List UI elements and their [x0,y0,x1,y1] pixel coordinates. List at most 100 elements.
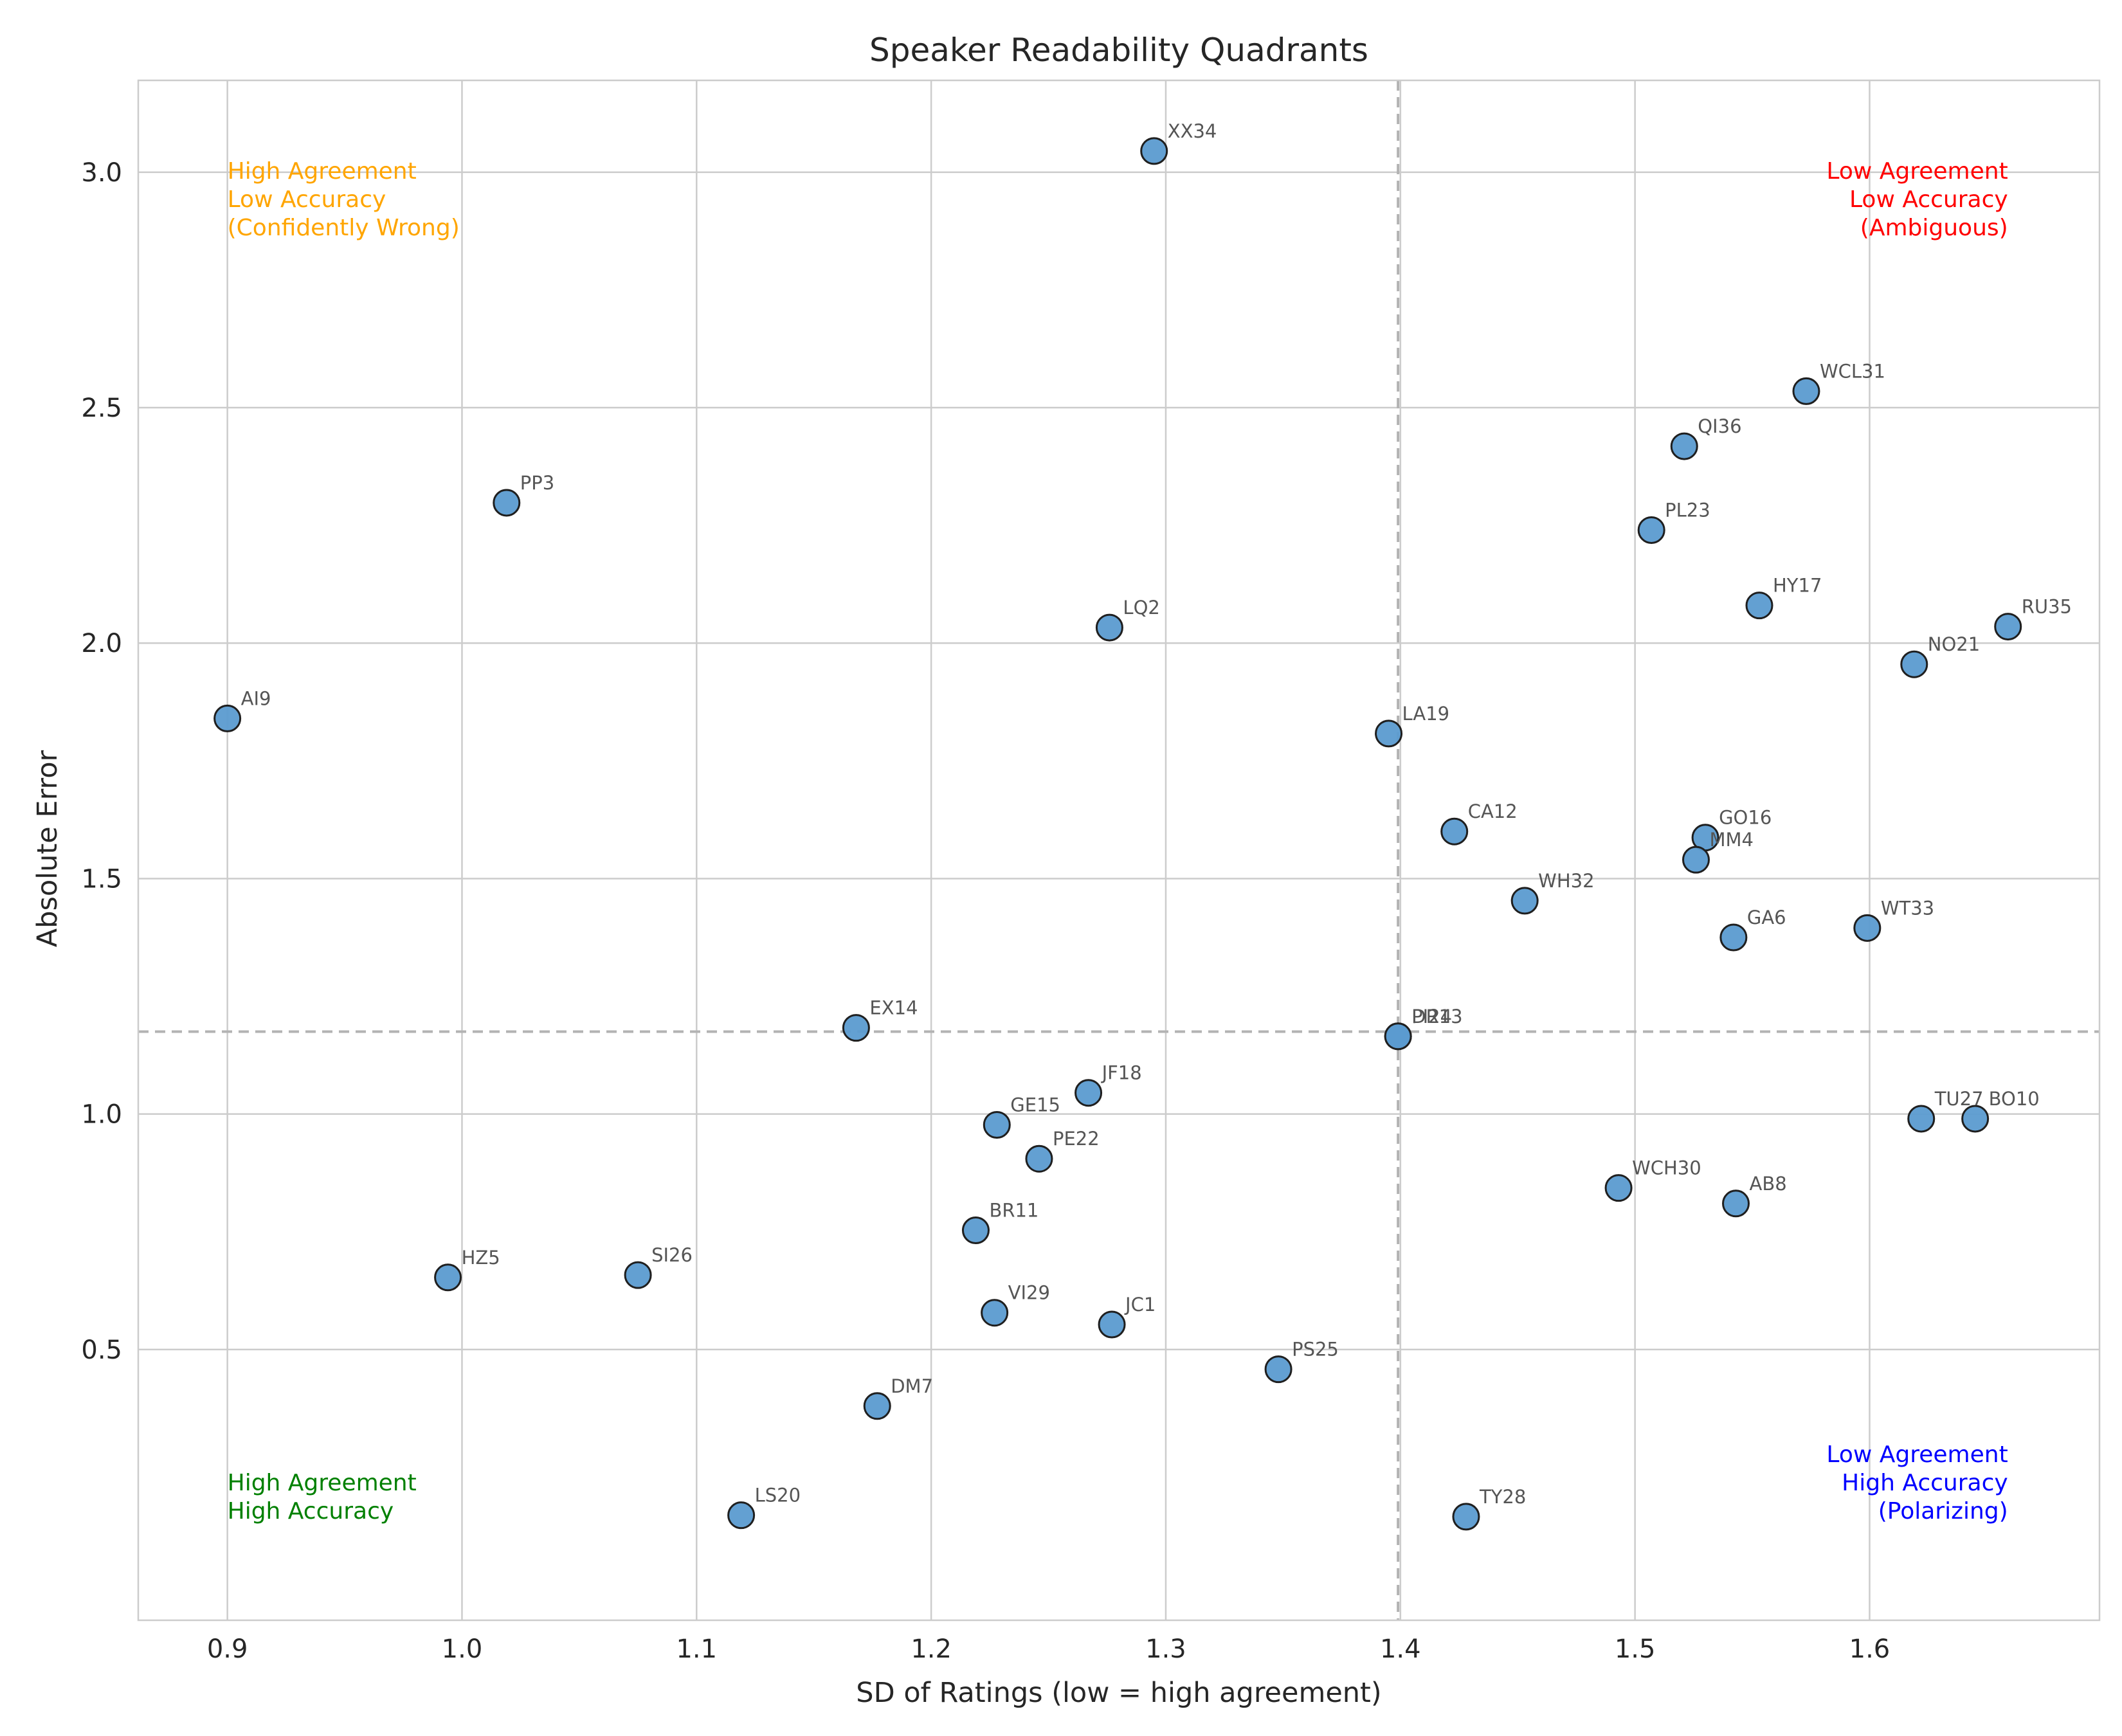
x-axis-ticks: 0.9 1.0 1.1 1.2 1.3 1.4 1.5 1.6 [207,1634,1890,1664]
quadrant-label-line: (Polarizing) [1878,1498,2008,1524]
point-label: AB8 [1750,1173,1787,1195]
scatter-point [1264,1355,1292,1384]
scatter-point [1637,516,1665,544]
scatter-point [1722,1189,1750,1218]
x-tick-label: 1.2 [911,1634,952,1664]
point-label: WCL31 [1820,360,1885,382]
point-label: GE15 [1010,1094,1060,1116]
point-label: LA19 [1402,703,1450,725]
quadrant-label-line: Low Accuracy [1849,186,2008,213]
plot-frame [137,79,2101,1622]
point-label: TU27 [1934,1088,1984,1110]
scatter-point [842,1014,870,1042]
point-label: DM7 [891,1375,933,1397]
grid-lines [138,80,2099,1620]
scatter-point [1140,137,1168,165]
scatter-point [1682,845,1710,874]
scatter-point [1025,1144,1053,1173]
x-tick-label: 1.0 [442,1634,483,1664]
point-label: CA12 [1468,800,1518,822]
quadrant-label-line: High Agreement [228,1470,417,1496]
point-label: PP3 [520,472,554,494]
scatter-point [1900,650,1928,678]
scatter-point [1907,1105,1936,1133]
point-label: MM4 [1709,829,1754,851]
y-tick-label: 1.0 [81,1100,122,1130]
plot-area: XX34 WCL31 QI36 PP3 PL23 HY17 RU35 LQ2 NO21 AI9 LA… [137,79,2101,1622]
quadrant-label-line: (Ambiguous) [1860,215,2008,241]
quadrant-label-line: High Accuracy [1842,1470,2008,1496]
scatter-point [981,1299,1009,1327]
point-label: TY28 [1479,1486,1526,1508]
y-axis-label: Absolute Error [32,750,64,947]
scatter-point [493,489,521,517]
point-label: WH32 [1538,870,1594,892]
point-label: LS20 [755,1485,801,1506]
scatter-point [213,704,242,732]
scatter-point [1510,887,1539,915]
reference-lines [138,80,2099,1620]
scatter-point [1440,817,1469,845]
y-tick-label: 2.5 [81,393,122,423]
x-tick-label: 0.9 [207,1634,248,1664]
scatter-point [624,1261,652,1289]
point-label: AI9 [241,687,271,709]
point-label: QI36 [1698,415,1741,437]
point-label: HY17 [1773,575,1822,597]
point-label: WCH30 [1632,1157,1701,1179]
point-label: LQ2 [1123,597,1159,619]
x-tick-label: 1.4 [1380,1634,1421,1664]
point-label: SI26 [651,1244,693,1266]
scatter-point [434,1263,462,1292]
quadrant-label-line: (Confidently Wrong) [228,215,460,241]
scatter-point [1670,432,1698,460]
point-label: HZ5 [462,1247,500,1269]
scatter-point [1745,592,1773,620]
scatter-point [1994,613,2022,641]
y-tick-label: 0.5 [81,1335,122,1365]
scatter-point [1853,914,1882,942]
quadrant-label-line: Low Agreement [1826,1442,2008,1468]
scatter-point [1961,1105,1990,1133]
point-label: JF18 [1101,1062,1142,1084]
point-label: JC1 [1124,1294,1156,1316]
scatter-point [727,1501,756,1530]
quadrant-label-line: Low Agreement [1826,158,2008,185]
quadrant-label-line: High Agreement [228,158,417,185]
scatter-point [1604,1174,1633,1202]
point-label: PI24 [1411,1006,1452,1027]
scatter-point [863,1392,891,1420]
scatter-point [1452,1503,1480,1531]
point-label: RU35 [2022,596,2072,618]
y-tick-label: 3.0 [81,158,122,188]
scatter-point [1095,613,1123,642]
scatter-point [1384,1022,1412,1051]
quadrant-label-line: High Accuracy [228,1498,394,1524]
point-label: BO10 [1989,1088,2040,1110]
quadrant-label-line: Low Accuracy [228,186,386,213]
point-label: WT33 [1881,897,1934,919]
scatter-point [1375,719,1403,748]
scatter-point [1098,1310,1126,1339]
point-label: BR11 [989,1200,1038,1222]
x-tick-label: 1.3 [1145,1634,1186,1664]
scatter-point [1075,1079,1103,1107]
point-label: VI29 [1008,1282,1050,1304]
x-axis-label: SD of Ratings (low = high agreement) [856,1677,1381,1709]
x-tick-label: 1.1 [676,1634,717,1664]
y-tick-label: 2.0 [81,629,122,658]
point-label: PE22 [1053,1128,1100,1150]
scatter-point [1719,923,1748,952]
point-label: PS25 [1292,1339,1339,1361]
scatter-point [983,1110,1011,1139]
y-axis-ticks: 0.5 1.0 1.5 2.0 2.5 3.0 [81,158,122,1365]
point-label: NO21 [1928,633,1980,655]
point-label: GO16 [1719,807,1772,829]
plot-background [138,80,2099,1620]
chart-title: Speaker Readability Quadrants [869,32,1368,69]
scatter-point [961,1216,990,1245]
point-label: GA6 [1747,907,1786,928]
y-tick-label: 1.5 [81,864,122,894]
